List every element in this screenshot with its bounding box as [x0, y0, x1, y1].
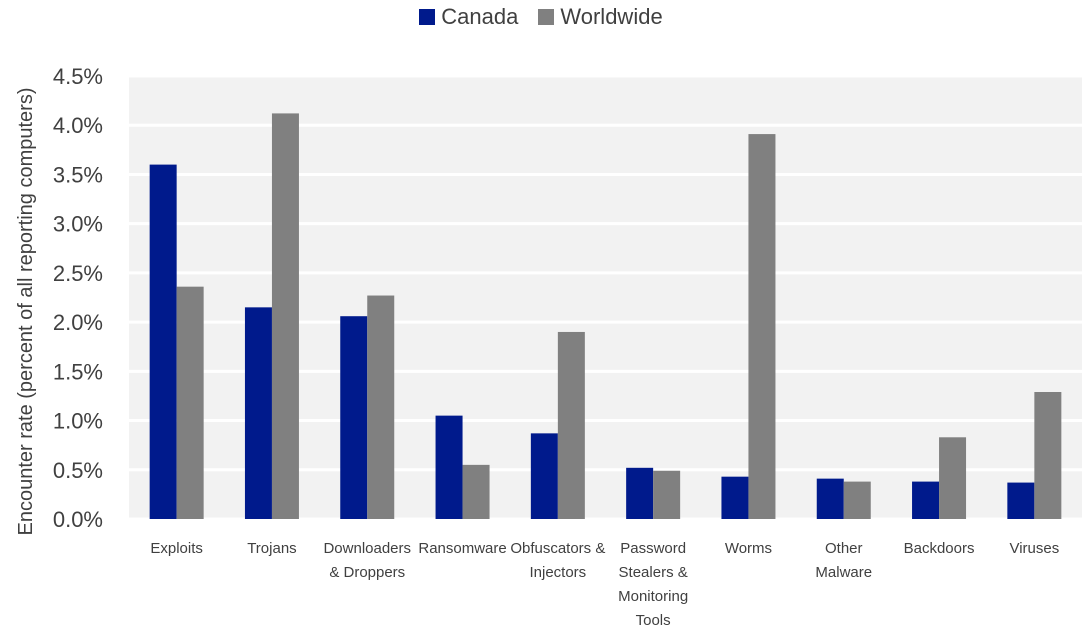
bar-canada	[149, 164, 177, 519]
legend-item-canada: Canada	[419, 4, 518, 30]
chart-legend: Canada Worldwide	[0, 4, 1082, 30]
legend-swatch-canada	[419, 9, 436, 25]
bar-canada	[1007, 482, 1035, 519]
bar-worldwide	[367, 295, 395, 519]
bar-canada	[626, 467, 654, 519]
bar-canada	[435, 415, 463, 519]
legend-label-worldwide: Worldwide	[560, 4, 663, 29]
legend-swatch-worldwide	[538, 9, 555, 25]
legend-item-worldwide: Worldwide	[538, 4, 663, 30]
bar-worldwide	[748, 134, 776, 520]
legend-label-canada: Canada	[441, 4, 519, 29]
y-tick-label: 4.0%	[53, 113, 103, 138]
x-tick-label: Worms	[725, 540, 772, 557]
x-tick-label: Ransomware	[418, 540, 506, 557]
y-tick-label: 1.0%	[53, 409, 103, 434]
bar-worldwide	[271, 113, 299, 520]
y-axis-title: Encounter rate (percent of all reporting…	[15, 88, 37, 536]
y-tick-label: 4.5%	[53, 64, 103, 89]
y-tick-label: 3.0%	[53, 212, 103, 237]
bar-worldwide	[557, 331, 585, 519]
x-tick-label: Downloaders & Droppers	[323, 540, 411, 581]
bar-canada	[244, 307, 272, 519]
x-tick-label: Trojans	[247, 540, 296, 557]
bar-canada	[816, 478, 844, 519]
x-tick-label: Obfuscators & Injectors	[510, 540, 605, 581]
x-tick-label: Exploits	[150, 540, 203, 557]
x-tick-label: Password Stealers & Monitoring Tools	[618, 540, 688, 629]
bar-worldwide	[176, 286, 204, 519]
bar-canada	[721, 476, 749, 519]
bar-canada	[340, 316, 368, 519]
y-tick-label: 2.5%	[53, 261, 103, 286]
bar-canada	[530, 433, 558, 519]
x-tick-label: Viruses	[1009, 540, 1059, 557]
x-tick-label: Other Malware	[815, 540, 872, 581]
x-tick-label: Backdoors	[904, 540, 975, 557]
bar-worldwide	[939, 437, 967, 519]
y-tick-label: 1.5%	[53, 359, 103, 384]
bar-canada	[912, 481, 940, 519]
bar-worldwide	[462, 464, 490, 519]
bar-worldwide	[843, 481, 871, 519]
y-tick-label: 0.0%	[53, 507, 103, 532]
y-tick-label: 0.5%	[53, 458, 103, 483]
y-tick-label: 3.5%	[53, 162, 103, 187]
bar-worldwide	[1034, 392, 1062, 519]
bar-worldwide	[653, 470, 681, 519]
y-tick-label: 2.0%	[53, 310, 103, 335]
